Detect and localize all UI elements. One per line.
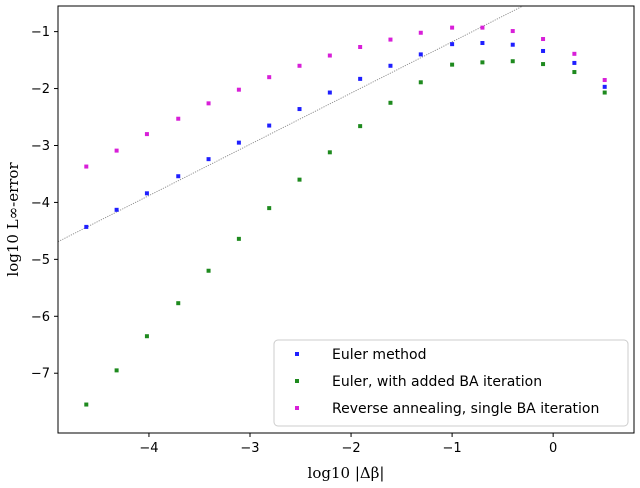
point-series3-12 — [418, 30, 423, 35]
point-series1-7 — [267, 123, 272, 128]
x-tick-label: −4 — [139, 441, 158, 456]
point-series3-5 — [206, 101, 211, 106]
point-series1-8 — [297, 107, 302, 112]
legend: Euler method Euler, with added BA iterati… — [273, 339, 629, 427]
y-tick-label: −6 — [31, 310, 50, 325]
point-series2-6 — [236, 236, 241, 241]
point-series1-6 — [236, 140, 241, 145]
point-series3-3 — [144, 132, 149, 137]
point-series3-6 — [236, 87, 241, 92]
point-series3-7 — [267, 75, 272, 80]
y-axis-title: log10 L∞-error — [4, 162, 22, 277]
legend-marker-3 — [295, 406, 299, 410]
point-series2-2 — [114, 368, 119, 373]
x-axis-title: log10 |Δβ| — [308, 464, 385, 482]
point-series2-4 — [176, 301, 181, 306]
point-series2-18 — [602, 90, 607, 95]
point-series1-5 — [206, 157, 211, 162]
y-tick-label: −2 — [31, 82, 50, 97]
axis-titles: log10 |Δβ| log10 L∞-error — [4, 162, 384, 482]
point-series3-18 — [602, 78, 607, 83]
y-tick-label: −4 — [31, 196, 50, 211]
legend-label-2: Euler, with added BA iteration — [332, 374, 542, 390]
y-tick-label: −7 — [31, 367, 50, 382]
legend-marker-2 — [295, 379, 299, 383]
point-series3-11 — [388, 37, 393, 42]
point-series1-17 — [572, 60, 577, 65]
point-series1-13 — [450, 42, 455, 47]
legend-box — [273, 339, 629, 427]
y-tick-label: −1 — [31, 25, 50, 40]
point-series3-2 — [114, 148, 119, 153]
point-series2-8 — [297, 177, 302, 182]
point-series2-1 — [84, 402, 89, 407]
y-tick-label: −5 — [31, 253, 50, 268]
point-series3-15 — [510, 29, 515, 34]
point-series1-14 — [480, 41, 485, 46]
point-series2-11 — [388, 100, 393, 105]
point-series3-14 — [480, 25, 485, 30]
point-series3-1 — [84, 164, 89, 169]
point-series3-10 — [358, 44, 363, 49]
reference-line-layer — [57, 5, 524, 243]
point-series1-4 — [176, 174, 181, 179]
point-series1-3 — [144, 191, 149, 196]
point-series2-10 — [358, 124, 363, 129]
axis-ticks-layer: −4 −3 −2 −1 0 −7 −6 −5 −4 −3 −2 −1 — [31, 25, 557, 456]
point-series2-7 — [267, 206, 272, 211]
legend-marker-1 — [295, 352, 299, 356]
point-series3-16 — [541, 37, 546, 42]
data-points-layer — [84, 25, 607, 407]
legend-label-1: Euler method — [332, 347, 427, 363]
point-series2-3 — [144, 334, 149, 339]
point-series3-17 — [572, 51, 577, 56]
legend-label-3: Reverse annealing, single BA iteration — [332, 401, 599, 417]
point-series2-15 — [510, 59, 515, 64]
point-series1-11 — [388, 63, 393, 68]
x-tick-label: −1 — [443, 441, 462, 456]
point-series1-2 — [114, 207, 119, 212]
point-series2-17 — [572, 70, 577, 75]
plot-frame — [57, 5, 635, 434]
y-tick-label: −3 — [31, 139, 50, 154]
point-series1-12 — [418, 52, 423, 57]
point-series1-16 — [541, 48, 546, 53]
point-series2-12 — [418, 80, 423, 85]
point-series1-10 — [358, 76, 363, 81]
point-series2-5 — [206, 268, 211, 273]
point-series1-1 — [84, 224, 89, 229]
x-tick-label: −2 — [341, 441, 360, 456]
x-tick-label: 0 — [549, 441, 557, 456]
point-series2-9 — [327, 150, 332, 155]
point-series3-4 — [176, 116, 181, 121]
point-series3-13 — [450, 25, 455, 30]
point-series1-18 — [602, 84, 607, 89]
point-series1-9 — [327, 90, 332, 95]
point-series3-8 — [297, 63, 302, 68]
point-series2-14 — [480, 60, 485, 65]
point-series3-9 — [327, 53, 332, 58]
point-series1-15 — [510, 42, 515, 47]
reference-line — [57, 5, 524, 243]
point-series2-16 — [541, 62, 546, 67]
x-tick-label: −3 — [240, 441, 259, 456]
point-series2-13 — [450, 62, 455, 67]
